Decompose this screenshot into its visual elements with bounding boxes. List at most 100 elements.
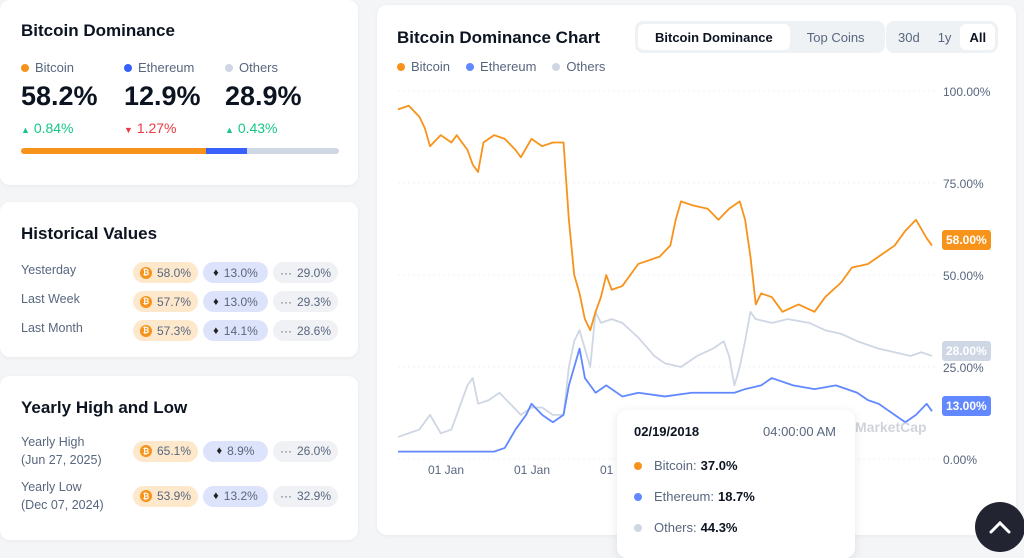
others-pill: ··· 26.0%	[273, 440, 338, 462]
row-label: Yearly High (Jun 27, 2025)	[21, 433, 128, 469]
ethereum-pill: ♦ 8.9%	[203, 440, 268, 462]
x-tick: 01 Jan	[514, 463, 551, 477]
ethereum-last-value: 13.00%	[942, 396, 991, 416]
tooltip-date: 02/19/2018	[634, 424, 700, 439]
watermark: MarketCap	[855, 419, 927, 435]
tooltip-row: Others: 44.3%	[634, 520, 738, 535]
dot-icon	[21, 63, 29, 72]
row-label: Yearly Low (Dec 07, 2024)	[21, 478, 128, 514]
more-icon: ···	[279, 323, 292, 338]
range-1y[interactable]: 1y	[937, 29, 952, 45]
yearly-row: Yearly High (Jun 27, 2025) ₿ 65.1% ♦ 8.9% ··…	[21, 433, 338, 469]
more-icon: ···	[279, 444, 292, 458]
change: ▼ 1.27%	[124, 120, 177, 136]
dominance-value: 28.9%	[225, 81, 302, 111]
dominance-bar	[21, 148, 339, 154]
series-dot-icon	[634, 492, 642, 501]
others-last-value: 28.00%	[942, 341, 991, 361]
bitcoin-icon: ₿	[139, 490, 152, 502]
series-dot-icon	[634, 461, 642, 470]
ethereum-icon: ♦	[216, 445, 223, 457]
bitcoin-icon: ₿	[139, 295, 152, 308]
chart-legend: Bitcoin Ethereum Others	[397, 59, 605, 74]
ethereum-pill: ♦ 14.1%	[203, 320, 268, 341]
row-date: (Jun 27, 2025)	[21, 453, 102, 467]
dominance-value: 12.9%	[124, 81, 201, 111]
caret-up-icon: ▲	[225, 125, 234, 135]
others-pill: ··· 32.9%	[273, 485, 338, 507]
ethereum-pill: ♦ 13.2%	[203, 485, 268, 507]
range-all[interactable]: All	[960, 24, 996, 50]
bitcoin-pill: ₿ 65.1%	[133, 440, 198, 462]
x-tick: 01 Jan	[428, 463, 465, 477]
chart-title: Bitcoin Dominance Chart	[397, 28, 601, 47]
caret-down-icon: ▼	[124, 125, 133, 135]
ethereum-icon: ♦	[213, 324, 219, 337]
more-icon: ···	[279, 489, 292, 503]
yearly-row: Yearly Low (Dec 07, 2024) ₿ 53.9% ♦ 13.2% ··…	[21, 478, 338, 514]
scroll-to-top-button[interactable]	[975, 502, 1024, 552]
legend: Bitcoin	[21, 60, 98, 75]
others-pill: ··· 29.3%	[273, 291, 338, 312]
y-tick: 50.00%	[943, 269, 984, 283]
yearly-high-low-card: Yearly High and Low Yearly High (Jun 27, …	[0, 376, 358, 540]
historical-row: Last Month ₿ 57.3% ♦ 14.1% ··· 28.6%	[21, 320, 338, 341]
bar-ethereum	[206, 148, 248, 154]
historical-title: Historical Values	[21, 224, 158, 243]
row-label: Last Month	[21, 320, 83, 335]
chevron-up-icon	[989, 520, 1011, 534]
others-dot-icon	[552, 62, 561, 71]
y-tick: 0.00%	[943, 453, 978, 467]
bitcoin-icon: ₿	[139, 324, 152, 337]
y-tick: 100.00%	[943, 85, 991, 99]
row-label: Last Week	[21, 291, 80, 306]
chart-tooltip: 02/19/2018 04:00:00 AM Bitcoin: 37.0% Ethe…	[617, 410, 855, 558]
historical-row: Yesterday ₿ 58.0% ♦ 13.0% ··· 29.0%	[21, 262, 338, 283]
tab-top-coins[interactable]: Top Coins	[806, 29, 865, 45]
summary-title: Bitcoin Dominance	[21, 21, 175, 40]
dominance-value: 58.2%	[21, 81, 98, 111]
row-date: (Dec 07, 2024)	[21, 498, 104, 512]
ethereum-pill: ♦ 13.0%	[203, 291, 268, 312]
more-icon: ···	[279, 265, 292, 280]
yearly-title: Yearly High and Low	[21, 398, 188, 417]
bitcoin-pill: ₿ 57.7%	[133, 291, 198, 312]
ethereum-icon: ♦	[213, 266, 219, 279]
bar-others	[247, 148, 339, 154]
legend: Others	[225, 60, 302, 75]
range-tabs: 30d 1y All	[886, 21, 999, 53]
change: ▲ 0.84%	[21, 120, 74, 136]
dominance-others: Others 28.9% ▲ 0.43%	[225, 60, 302, 136]
legend-others[interactable]: Others	[552, 59, 605, 74]
more-icon: ···	[279, 294, 292, 309]
chart-type-tabs: Bitcoin Dominance Top Coins	[635, 21, 885, 53]
bitcoin-pill: ₿ 57.3%	[133, 320, 198, 341]
bitcoin-pill: ₿ 53.9%	[133, 485, 198, 507]
series-dot-icon	[634, 523, 642, 532]
bar-bitcoin	[21, 148, 207, 154]
range-30d[interactable]: 30d	[898, 29, 920, 45]
y-tick: 75.00%	[943, 177, 984, 191]
historical-row: Last Week ₿ 57.7% ♦ 13.0% ··· 29.3%	[21, 291, 338, 312]
caret-up-icon: ▲	[21, 125, 30, 135]
tooltip-row: Ethereum: 18.7%	[634, 489, 755, 504]
bitcoin-pill: ₿ 58.0%	[133, 262, 198, 283]
historical-values-card: Historical Values Yesterday ₿ 58.0% ♦ 13.0%…	[0, 202, 358, 357]
tooltip-time: 04:00:00 AM	[763, 424, 836, 439]
legend-ethereum[interactable]: Ethereum	[466, 59, 536, 74]
bitcoin-last-value: 58.00%	[942, 230, 991, 250]
others-pill: ··· 29.0%	[273, 262, 338, 283]
dot-icon	[124, 63, 132, 72]
bitcoin-dot-icon	[397, 62, 405, 71]
ethereum-icon: ♦	[213, 295, 219, 308]
change: ▲ 0.43%	[225, 120, 278, 136]
y-tick: 25.00%	[943, 361, 984, 375]
bitcoin-icon: ₿	[139, 266, 152, 279]
dominance-summary-card: Bitcoin Dominance Bitcoin 58.2% ▲ 0.84% E…	[0, 0, 358, 185]
dominance-bitcoin: Bitcoin 58.2% ▲ 0.84%	[21, 60, 98, 136]
bitcoin-icon: ₿	[139, 445, 152, 457]
row-label: Yesterday	[21, 262, 77, 277]
tab-bitcoin-dominance[interactable]: Bitcoin Dominance	[638, 24, 790, 50]
legend-bitcoin[interactable]: Bitcoin	[397, 59, 450, 74]
tooltip-row: Bitcoin: 37.0%	[634, 458, 738, 473]
